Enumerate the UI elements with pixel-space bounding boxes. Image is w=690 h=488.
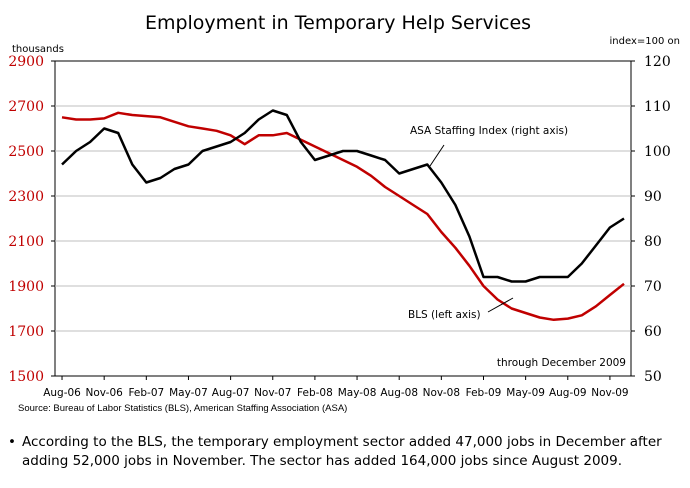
left-axis-label: thousands	[12, 44, 64, 55]
x-tick-label: Nov-08	[423, 387, 460, 399]
x-axis: Aug-06 Nov-06 Feb-07 May-07 Aug-07 Nov-07 Feb-…	[43, 376, 629, 399]
x-tick-label: Aug-07	[212, 387, 250, 399]
series-group	[61, 109, 625, 322]
asa-annotation-pointer	[429, 144, 445, 167]
right-tick-label: 70	[644, 279, 662, 295]
through-annotation: through December 2009	[497, 357, 626, 369]
asa-series-line	[61, 109, 625, 283]
left-tick-label: 2300	[8, 189, 44, 205]
right-axis-label: index=100 on	[610, 36, 680, 47]
x-tick-label: Nov-06	[85, 387, 123, 399]
source-note: Source: Bureau of Labor Statistics (BLS)…	[18, 403, 348, 414]
left-tick-label: 2700	[8, 99, 44, 115]
left-tick-label: 2100	[8, 234, 44, 250]
left-tick-label: 1900	[8, 279, 44, 295]
left-tick-label: 2900	[8, 54, 44, 70]
x-tick-label: Feb-07	[128, 387, 164, 399]
bls-annotation: BLS (left axis)	[408, 309, 481, 321]
left-tick-label: 1700	[8, 324, 44, 340]
right-tick-label: 90	[644, 189, 662, 205]
x-tick-label: Aug-08	[380, 387, 418, 399]
asa-annotation: ASA Staffing Index (right axis)	[410, 125, 568, 137]
x-tick-label: Aug-06	[43, 387, 81, 399]
right-tick-label: 60	[644, 324, 662, 340]
employment-chart: Employment in Temporary Help Services th…	[8, 12, 680, 399]
left-tick-label: 1500	[8, 369, 44, 385]
left-axis: 1500 1700 1900 2100 2300 2500 2700 2900	[8, 54, 55, 385]
bullet-marker: •	[8, 434, 16, 450]
right-axis: 50 60 70 80 90 100 110 120	[631, 54, 671, 385]
right-tick-label: 100	[644, 144, 671, 160]
bullet-text: According to the BLS, the temporary empl…	[22, 434, 662, 469]
x-tick-label: May-08	[338, 387, 377, 399]
left-tick-label: 2500	[8, 144, 44, 160]
right-tick-label: 50	[644, 369, 662, 385]
right-tick-label: 80	[644, 234, 662, 250]
gridlines	[55, 105, 631, 332]
x-tick-label: Aug-09	[549, 387, 587, 399]
plot-frame	[54, 60, 632, 377]
bullet-note: • According to the BLS, the temporary em…	[8, 433, 688, 471]
right-tick-label: 120	[644, 54, 671, 70]
bls-annotation-pointer	[487, 297, 514, 313]
x-tick-label: Feb-09	[466, 387, 502, 399]
bls-series-line	[61, 111, 625, 322]
x-tick-label: May-07	[169, 387, 208, 399]
right-tick-label: 110	[644, 99, 671, 115]
x-tick-label: Feb-08	[297, 387, 333, 399]
x-tick-label: Nov-09	[591, 387, 628, 399]
x-tick-label: Nov-07	[254, 387, 291, 399]
x-tick-label: May-09	[506, 387, 545, 399]
chart-title: Employment in Temporary Help Services	[145, 12, 531, 34]
